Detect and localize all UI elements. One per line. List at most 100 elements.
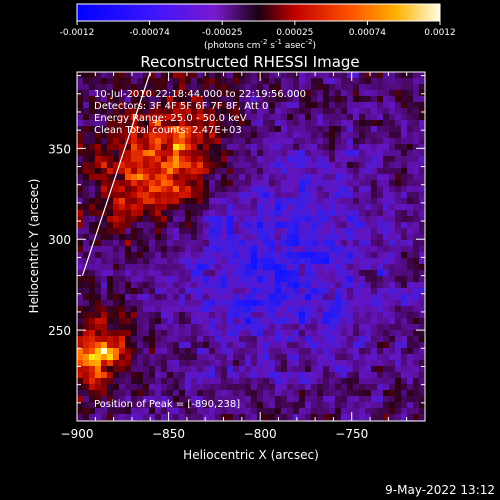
heatmap-cell — [191, 78, 198, 85]
heatmap-cell — [209, 234, 216, 241]
heatmap-cell — [89, 324, 96, 331]
heatmap-cell — [419, 156, 425, 163]
heatmap-cell — [401, 264, 408, 271]
heatmap-cell — [257, 168, 264, 175]
heatmap-cell — [77, 150, 84, 157]
heatmap-cell — [113, 126, 120, 133]
heatmap-cell — [359, 222, 366, 229]
heatmap-cell — [353, 252, 360, 259]
heatmap-cell — [413, 240, 420, 247]
heatmap-cell — [317, 78, 324, 85]
heatmap-cell — [77, 324, 84, 331]
heatmap-cell — [311, 366, 318, 373]
heatmap-cell — [167, 414, 174, 421]
heatmap-cell — [197, 384, 204, 391]
heatmap-cell — [347, 246, 354, 253]
heatmap-cell — [251, 246, 258, 253]
heatmap-cell — [419, 192, 425, 199]
heatmap-cell — [173, 216, 180, 223]
heatmap-cell — [83, 258, 90, 265]
heatmap-cell — [83, 156, 90, 163]
heatmap-cell — [149, 198, 156, 205]
heatmap-cell — [287, 312, 294, 319]
heatmap-cell — [263, 168, 270, 175]
heatmap-cell — [401, 156, 408, 163]
heatmap-cell — [143, 402, 150, 409]
heatmap-cell — [365, 132, 372, 139]
heatmap-cell — [161, 174, 168, 181]
heatmap-cell — [377, 108, 384, 115]
heatmap-cell — [353, 360, 360, 367]
heatmap-cell — [89, 234, 96, 241]
heatmap-cell — [227, 390, 234, 397]
heatmap-cell — [395, 324, 402, 331]
heatmap-cell — [155, 96, 162, 103]
heatmap-cell — [77, 396, 84, 403]
heatmap-cell — [407, 210, 414, 217]
heatmap-cell — [173, 132, 180, 139]
heatmap-cell — [347, 390, 354, 397]
heatmap-cell — [125, 192, 132, 199]
heatmap-cell — [227, 360, 234, 367]
heatmap-cell — [197, 396, 204, 403]
heatmap-cell — [395, 114, 402, 121]
heatmap-cell — [167, 156, 174, 163]
heatmap-cell — [143, 372, 150, 379]
heatmap-cell — [179, 156, 186, 163]
heatmap-cell — [407, 324, 414, 331]
heatmap-cell — [155, 132, 162, 139]
heatmap-cell — [251, 120, 258, 127]
heatmap-cell — [329, 354, 336, 361]
heatmap-cell — [377, 132, 384, 139]
heatmap-cell — [419, 120, 425, 127]
heatmap-cell — [113, 156, 120, 163]
heatmap-cell — [293, 114, 300, 121]
heatmap-cell — [233, 228, 240, 235]
heatmap-cell — [317, 120, 324, 127]
heatmap-cell — [173, 138, 180, 145]
heatmap-cell — [407, 288, 414, 295]
heatmap-cell — [299, 330, 306, 337]
heatmap-cell — [137, 210, 144, 217]
heatmap-cell — [419, 228, 425, 235]
heatmap-cell — [83, 120, 90, 127]
heatmap-cell — [197, 222, 204, 229]
heatmap-cell — [401, 336, 408, 343]
heatmap-cell — [143, 324, 150, 331]
heatmap-cell — [101, 390, 108, 397]
heatmap-cell — [239, 360, 246, 367]
heatmap-cell — [419, 210, 425, 217]
heatmap-cell — [179, 90, 186, 97]
heatmap-cell — [329, 306, 336, 313]
heatmap-cell — [305, 264, 312, 271]
heatmap-cell — [275, 138, 282, 145]
heatmap-cell — [263, 294, 270, 301]
heatmap-cell — [275, 144, 282, 151]
heatmap-cell — [83, 192, 90, 199]
heatmap-cell — [269, 402, 276, 409]
heatmap-cell — [299, 348, 306, 355]
heatmap-cell — [341, 186, 348, 193]
heatmap-cell — [155, 138, 162, 145]
heatmap-cell — [185, 204, 192, 211]
heatmap-cell — [347, 144, 354, 151]
heatmap-cell — [257, 78, 264, 85]
heatmap-cell — [167, 144, 174, 151]
heatmap-cell — [251, 348, 258, 355]
heatmap-cell — [287, 156, 294, 163]
heatmap-cell — [221, 210, 228, 217]
heatmap-cell — [239, 324, 246, 331]
heatmap-cell — [83, 396, 90, 403]
heatmap-cell — [365, 138, 372, 145]
heatmap-cell — [89, 126, 96, 133]
heatmap-cell — [215, 120, 222, 127]
heatmap-cell — [185, 246, 192, 253]
heatmap-cell — [395, 282, 402, 289]
heatmap-cell — [335, 144, 342, 151]
heatmap-cell — [275, 336, 282, 343]
heatmap-cell — [107, 300, 114, 307]
heatmap-cell — [143, 96, 150, 103]
heatmap-cell — [77, 138, 84, 145]
heatmap-cell — [377, 138, 384, 145]
heatmap-cell — [77, 228, 84, 235]
